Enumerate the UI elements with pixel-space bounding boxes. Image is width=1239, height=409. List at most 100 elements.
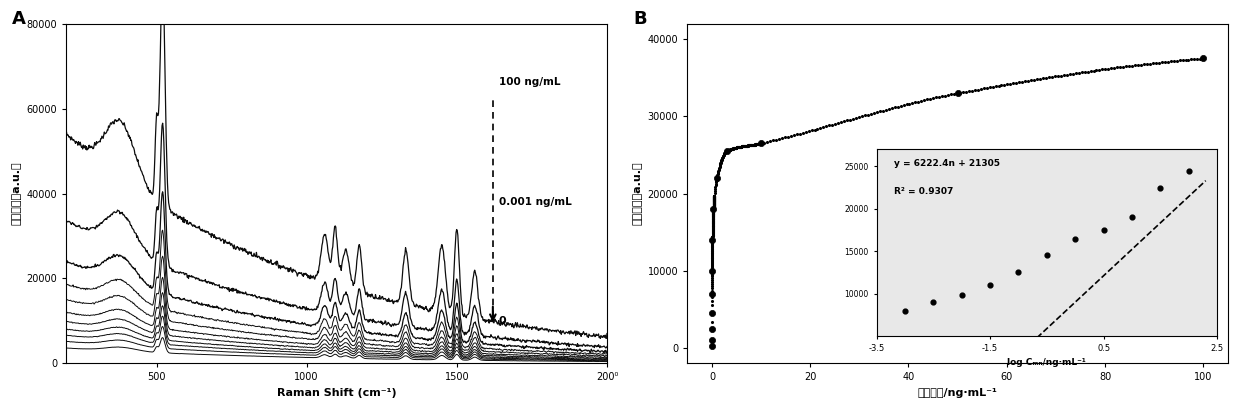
Point <box>703 337 722 344</box>
Point <box>703 343 722 350</box>
Point <box>703 223 722 230</box>
Point <box>729 144 748 150</box>
Point <box>703 236 722 243</box>
Point <box>719 147 738 153</box>
Point <box>709 166 729 173</box>
Point <box>731 143 751 150</box>
Point <box>750 140 769 147</box>
Point <box>1006 79 1026 86</box>
Point <box>1172 57 1192 63</box>
Point <box>703 237 722 243</box>
Point <box>704 205 724 212</box>
Point <box>704 207 724 214</box>
Point <box>703 228 722 234</box>
Point <box>823 121 843 128</box>
Point <box>704 213 724 220</box>
Point <box>703 262 722 268</box>
Point <box>1030 76 1049 82</box>
Point <box>1093 66 1113 73</box>
Y-axis label: 拉曼强度（a.u.）: 拉曼强度（a.u.） <box>11 162 21 225</box>
Point <box>732 143 752 150</box>
Point <box>705 184 725 191</box>
Point <box>703 222 722 229</box>
Point <box>714 151 733 157</box>
Point <box>704 196 724 202</box>
Point <box>748 141 768 147</box>
Point <box>844 115 864 122</box>
Point <box>703 254 722 260</box>
Point <box>742 142 762 148</box>
Point <box>704 197 724 203</box>
Point <box>1012 79 1032 85</box>
Point <box>703 263 722 270</box>
Point <box>831 119 851 125</box>
Point <box>703 222 722 229</box>
Point <box>704 196 724 203</box>
Point <box>709 169 729 175</box>
Point <box>703 232 722 238</box>
Point <box>751 140 771 147</box>
Point <box>704 201 724 207</box>
Point <box>703 234 722 240</box>
Point <box>731 143 751 150</box>
Point <box>704 202 724 208</box>
Point <box>703 250 722 257</box>
Point <box>932 93 952 99</box>
Point <box>1187 56 1207 62</box>
Point <box>703 225 722 231</box>
Point <box>703 257 722 263</box>
Point <box>704 208 724 214</box>
Point <box>712 154 732 161</box>
Point <box>703 273 722 279</box>
Point <box>733 143 753 150</box>
Point <box>735 143 755 149</box>
Point <box>717 148 737 154</box>
Point <box>1178 56 1198 63</box>
Point <box>704 194 724 201</box>
Point <box>704 205 724 212</box>
Point <box>746 141 766 148</box>
Point <box>703 239 722 245</box>
Point <box>763 137 783 144</box>
Point <box>751 140 771 146</box>
Point <box>712 156 732 162</box>
Point <box>709 168 729 175</box>
Point <box>703 319 722 325</box>
Point <box>784 132 804 138</box>
Point <box>725 145 745 151</box>
Point <box>704 203 724 209</box>
Point <box>705 190 725 197</box>
Point <box>704 202 724 208</box>
Point <box>704 202 724 209</box>
Point <box>766 137 786 143</box>
Point <box>704 202 724 209</box>
Point <box>740 142 760 148</box>
Point <box>738 142 758 149</box>
Point <box>935 92 955 99</box>
Point <box>704 197 724 204</box>
Point <box>703 251 722 258</box>
Point <box>705 194 725 200</box>
Point <box>743 142 763 148</box>
Point <box>703 310 722 317</box>
Point <box>703 234 722 241</box>
Point <box>703 248 722 254</box>
Point <box>703 343 722 350</box>
Point <box>722 146 742 152</box>
Point <box>705 188 725 194</box>
Point <box>704 211 724 217</box>
Point <box>819 122 839 129</box>
Point <box>703 218 722 225</box>
Point <box>804 126 824 133</box>
Point <box>743 142 763 148</box>
Point <box>774 134 794 141</box>
Point <box>741 142 761 148</box>
Point <box>1157 58 1177 65</box>
Point <box>704 213 724 219</box>
Point <box>704 204 724 211</box>
Point <box>703 236 722 243</box>
Point <box>703 226 722 233</box>
Point <box>703 223 722 230</box>
Point <box>703 278 722 285</box>
Point <box>914 97 934 103</box>
